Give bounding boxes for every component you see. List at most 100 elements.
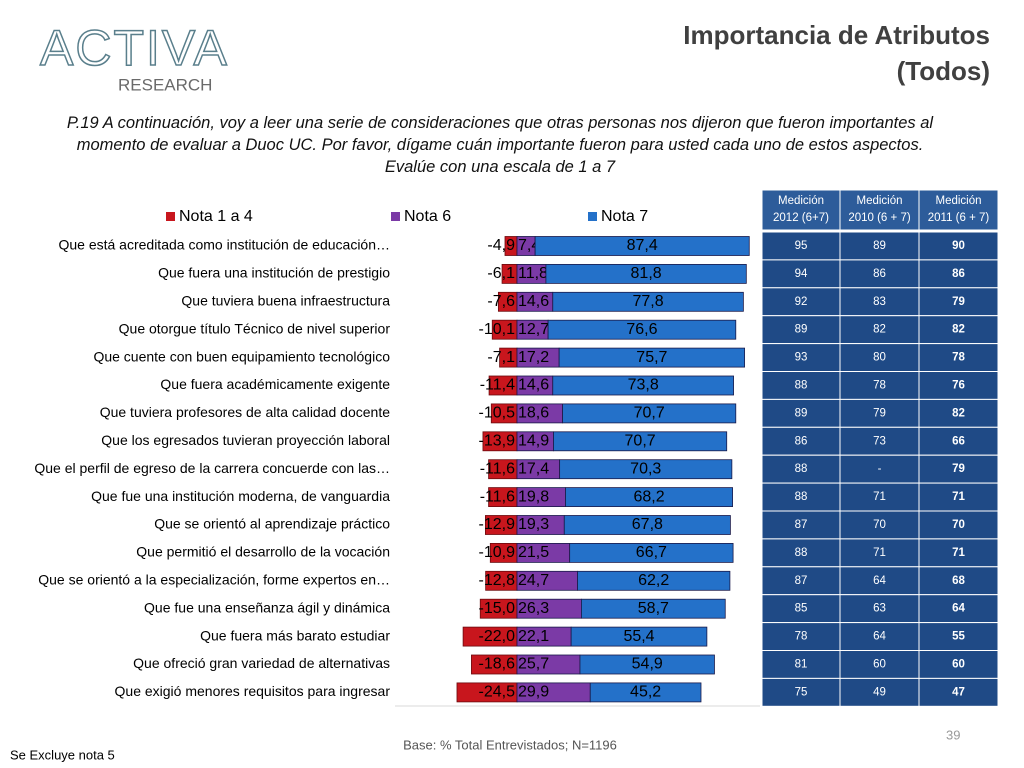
table-cell-text: 47 xyxy=(952,686,965,698)
table-header-text: Medición xyxy=(778,195,824,207)
category-label: Que permitió el desarrollo de la vocació… xyxy=(136,544,390,560)
table-cell-text: 78 xyxy=(952,352,965,364)
table-cell xyxy=(839,454,920,484)
table-cell-text: 79 xyxy=(873,407,886,419)
category-label: Que fue una enseñanza ágil y dinámica xyxy=(144,599,390,615)
table-cell xyxy=(918,594,999,624)
category-label: Que ofreció gran variedad de alternativa… xyxy=(133,655,390,671)
table-cell-text: 71 xyxy=(952,491,965,503)
category-label: Que otorgue título Técnico de nivel supe… xyxy=(119,320,391,336)
table-cell xyxy=(761,371,841,400)
table-cell xyxy=(918,622,999,651)
table-cell-text: 92 xyxy=(795,296,808,308)
table-cell-text: 94 xyxy=(795,268,808,280)
value-label: -10,5 xyxy=(479,405,516,422)
table-cell xyxy=(918,426,999,456)
table-header-cell xyxy=(918,189,999,231)
table-cell-text: 88 xyxy=(795,491,808,503)
value-label: 75,7 xyxy=(636,349,667,366)
bar xyxy=(565,487,734,508)
bar xyxy=(553,431,728,452)
table-cell xyxy=(839,315,920,345)
legend-label: Nota 6 xyxy=(404,208,451,225)
table-cell-text: 71 xyxy=(873,491,886,503)
bar xyxy=(579,654,715,675)
table-cell-text: 80 xyxy=(873,352,886,364)
value-label: 76,6 xyxy=(626,321,657,338)
bar xyxy=(545,263,747,284)
value-label: 17,4 xyxy=(518,460,549,477)
table-header-cell xyxy=(761,189,841,231)
table-cell-text: 86 xyxy=(795,435,808,447)
table-cell-text: 95 xyxy=(795,240,808,252)
bar xyxy=(552,291,744,312)
table-cell-text: 70 xyxy=(952,519,965,531)
value-label: -4,9 xyxy=(487,237,515,254)
table-cell xyxy=(761,566,841,596)
category-label: Que exigió menores requisitos para ingre… xyxy=(115,683,391,699)
value-label: 21,5 xyxy=(518,544,549,561)
bar xyxy=(589,682,702,703)
table-cell-text: 82 xyxy=(952,324,965,336)
bar xyxy=(562,403,737,424)
footer-base: Base: % Total Entrevistados; N=1196 xyxy=(403,737,617,752)
value-label: 70,7 xyxy=(625,433,656,450)
value-label: -7,6 xyxy=(487,293,515,310)
value-label: 25,7 xyxy=(518,656,549,673)
category-label: Que se orientó al aprendizaje práctico xyxy=(154,516,390,532)
table-cell-text: 87 xyxy=(795,575,808,587)
table-cell-text: 88 xyxy=(795,463,808,475)
value-label: 70,7 xyxy=(634,405,665,422)
table-header-text: Medición xyxy=(935,195,981,207)
table-cell-text: 49 xyxy=(873,686,886,698)
table-header-text: 2011 (6 + 7) xyxy=(928,212,990,224)
table-cell-text: 83 xyxy=(873,296,886,308)
table-header-cell xyxy=(839,189,920,231)
table-cell-text: 90 xyxy=(952,240,965,252)
value-label: 54,9 xyxy=(632,656,663,673)
value-label: -12,9 xyxy=(479,516,516,533)
page-number: 39 xyxy=(946,727,960,742)
table-cell-text: 87 xyxy=(795,519,808,531)
table-cell xyxy=(761,482,841,512)
value-label: 62,2 xyxy=(638,572,669,589)
value-label: -11,6 xyxy=(480,488,515,505)
table-cell-text: 79 xyxy=(952,463,965,475)
value-label: 81,8 xyxy=(631,265,662,282)
table-header-text: Medición xyxy=(856,195,902,207)
value-label: 18,6 xyxy=(518,405,549,422)
value-label: -12,8 xyxy=(479,572,516,589)
category-label: Que el perfil de egreso de la carrera co… xyxy=(34,460,390,476)
value-label: -10,1 xyxy=(479,321,516,338)
table-cell-text: 60 xyxy=(873,658,886,670)
table-cell-text: 93 xyxy=(795,352,808,364)
table-cell xyxy=(918,482,999,512)
table-cell-text: 63 xyxy=(873,603,886,615)
table-cell-text: 86 xyxy=(873,268,886,280)
footer-note: Se Excluye nota 5 xyxy=(10,747,115,762)
table-cell-text: 89 xyxy=(795,324,808,336)
value-label: -15,0 xyxy=(479,600,516,617)
bar xyxy=(534,236,750,256)
value-label: 22,1 xyxy=(518,628,549,645)
table-cell xyxy=(918,231,999,261)
table-cell xyxy=(761,454,841,484)
table-cell-text: 68 xyxy=(952,575,965,587)
question: P.19 A continuación, voy a leer una seri… xyxy=(66,114,934,176)
value-label: 70,3 xyxy=(630,460,661,477)
table-cell xyxy=(761,398,841,428)
bar xyxy=(563,515,731,535)
value-label: 67,8 xyxy=(632,516,663,533)
value-label: 14,6 xyxy=(518,377,549,394)
table-cell-text: 71 xyxy=(873,547,886,559)
table-header-text: 2012 (6+7) xyxy=(773,212,829,224)
legend-label: Nota 1 a 4 xyxy=(179,208,253,225)
value-label: 26,3 xyxy=(518,600,549,617)
logo-brand: ACTIVA xyxy=(40,20,229,76)
value-label: 45,2 xyxy=(630,684,661,701)
category-label: Que fuera una institución de prestigio xyxy=(158,265,390,281)
category-label: Que fuera académicamente exigente xyxy=(160,376,390,392)
category-label: Que está acreditada como institución de … xyxy=(58,237,390,253)
value-label: 12,7 xyxy=(518,321,549,338)
